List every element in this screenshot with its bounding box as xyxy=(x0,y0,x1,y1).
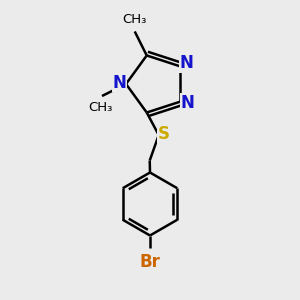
Text: S: S xyxy=(158,125,169,143)
Text: Br: Br xyxy=(140,253,160,271)
Text: N: N xyxy=(180,54,194,72)
Text: CH₃: CH₃ xyxy=(122,13,147,26)
Text: N: N xyxy=(112,74,126,92)
Text: CH₃: CH₃ xyxy=(88,100,113,113)
Text: N: N xyxy=(181,94,195,112)
